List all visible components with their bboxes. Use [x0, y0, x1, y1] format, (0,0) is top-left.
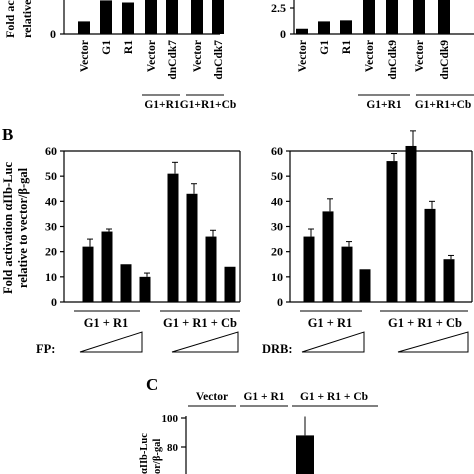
panel-a-right-bar-1: [318, 21, 330, 34]
panel-b-left-ytick-6: 60: [45, 144, 57, 158]
panel-b-left-ytick-4: 40: [45, 194, 57, 208]
panel-c-ytick-80: 80: [167, 442, 179, 454]
panel-a-left-ytick-0: 0: [50, 27, 56, 41]
panel-b-right-bar-0: [303, 236, 315, 302]
panel-a-right-category-label-2: R1: [341, 40, 353, 54]
panel-a-left-bar-4: [166, 0, 178, 34]
panel-b-right-ytick-4: 40: [271, 194, 283, 208]
panel-b-left-bar-5: [186, 193, 198, 302]
panel-label-c: C: [146, 375, 158, 394]
panel-a-right-bar-3: [363, 0, 375, 34]
panel-a-right-bar-4: [386, 0, 398, 34]
panel-a-right-category-label-3: Vector: [364, 40, 376, 72]
panel-b-left-bar-4: [167, 173, 179, 302]
panel-a-left-bar-5: [191, 0, 203, 34]
panel-a-right-category-label-0: Vector: [297, 40, 309, 72]
panel-b-left-bar-1: [101, 231, 113, 302]
panel-a-left-group-label-1: G1+R1: [144, 99, 180, 111]
panel-a-left-group-label-2: G1+R1+Cb: [180, 99, 237, 111]
panel-c-header-1: Vector: [196, 391, 228, 403]
panel-a-left-category-label-4: dnCdk7: [167, 40, 179, 80]
panel-b-right-ytick-5: 50: [271, 169, 283, 183]
panel-a-left-bar-1: [100, 0, 112, 34]
panel-c-bar-0: [296, 435, 314, 474]
panel-a-right-group-label-2: G1+R1+Cb: [415, 99, 472, 111]
panel-a-right-bar-6: [438, 0, 450, 34]
panel-a-left-ylabel-line1: Fold activa: [3, 0, 17, 38]
panel-a-right-category-label-6: dnCdk9: [439, 40, 451, 80]
panel-a-left-category-label-3: Vector: [146, 40, 158, 72]
panel-b-left-ytick-0: 0: [51, 295, 57, 309]
panel-a-right-category-label-1: G1: [319, 40, 331, 55]
panel-b-left-ytick-5: 50: [45, 169, 57, 183]
panel-b-left-bar-2: [120, 264, 132, 302]
panel-b-right-ytick-1: 10: [271, 270, 283, 284]
panel-b-right-bar-2: [341, 246, 353, 302]
panel-b-left-bar-0: [82, 246, 94, 302]
panel-b-left-dose-wedge-2: [171, 331, 239, 353]
panel-b-left-ytick-3: 30: [45, 220, 57, 234]
panel-c-ylabel-line1: αIIb-Luc: [139, 433, 150, 474]
panel-b-right-ytick-0: 0: [277, 295, 283, 309]
panel-b-right-dose-wedge-2: [397, 331, 469, 353]
panel-a-right-group-label-1: G1+R1: [366, 99, 402, 111]
panel-b-ylabel-line2: relative to vector/β-gal: [16, 167, 30, 288]
panel-b-right-dose-wedge-1: [301, 331, 365, 353]
panel-a-right-category-label-4: dnCdk9: [387, 40, 399, 80]
panel-b-left-ytick-2: 20: [45, 245, 57, 259]
panel-b-left-dose-wedge-1: [79, 331, 143, 353]
panel-b-right-bar-4: [386, 161, 398, 302]
panel-b-right-bar-6: [424, 208, 436, 302]
panel-b-left-bar-3: [139, 276, 151, 302]
panel-a-left-category-label-6: dnCdk7: [213, 40, 225, 80]
panel-b-ylabel-line1: Fold activation αIIb-Luc: [1, 162, 15, 294]
panel-c-header-2: G1 + R1: [243, 391, 284, 403]
panel-a-right: 2.5 0 Vector G1 R1 Vector dnCdk9 Vector dnCdk9…: [271, 0, 474, 111]
panel-a-right-ytick-2p5: 2.5: [271, 1, 286, 15]
panel-b-right-bar-3: [359, 269, 371, 302]
panel-c-ylabel-line2: or/β-gal: [152, 439, 163, 474]
panel-a-left-bar-2: [122, 2, 134, 34]
panel-a-left-ylabel-line2: relative: [20, 0, 34, 38]
panel-a-right-bar-5: [413, 0, 425, 34]
panel-b-right-inhibitor-label: DRB:: [262, 342, 293, 356]
panel-a-right-ytick-0: 0: [280, 27, 286, 41]
panel-a-left-category-label-2: R1: [123, 40, 135, 54]
panel-b-right-bar-1: [322, 211, 334, 302]
panel-b-right-ytick-2: 20: [271, 245, 283, 259]
panel-a-left-category-label-5: Vector: [192, 40, 204, 72]
panel-label-b: B: [2, 125, 13, 144]
panel-a-left-bar-3: [145, 0, 157, 34]
panel-b-right-bar-7: [443, 259, 455, 302]
panel-b-left: 0 10 20 30 40 50 60 G1 + R1 G1 + R1 + Cb FP:: [36, 144, 241, 356]
panel-a-right-bar-2: [340, 20, 352, 34]
panel-c-ytick-100: 100: [162, 413, 179, 425]
panel-b-left-group-label-2: G1 + R1 + Cb: [163, 316, 237, 330]
panel-a-left-category-label-1: G1: [101, 40, 113, 55]
panel-b-left-group-label-1: G1 + R1: [84, 316, 129, 330]
panel-a-left: Fold activa relative 0 Vector G1 R1 Vector d…: [3, 0, 236, 111]
panel-b-left-ytick-1: 10: [45, 270, 57, 284]
panel-b-right-ytick-3: 30: [271, 220, 283, 234]
panel-a-left-bar-6: [212, 0, 224, 34]
panel-b-right-bar-5: [405, 145, 417, 302]
panel-c-header-3: G1 + R1 + Cb: [300, 391, 368, 403]
panel-a-right-category-label-5: Vector: [414, 40, 426, 72]
panel-a-left-bar-0: [78, 21, 90, 34]
panel-b-right-group-label-1: G1 + R1: [308, 316, 353, 330]
panel-b-right-group-label-2: G1 + R1 + Cb: [388, 316, 462, 330]
panel-b-left-bar-7: [224, 266, 236, 302]
panel-a-right-bar-0: [296, 28, 308, 34]
panel-b-left-bar-6: [205, 236, 217, 302]
panel-b-right-ytick-6: 60: [271, 144, 283, 158]
panel-a-left-category-label-0: Vector: [79, 40, 91, 72]
panel-b-left-inhibitor-label: FP:: [36, 342, 55, 356]
panel-b-right: 0 10 20 30 40 50 60 G1 + R1 G1 + R1 + Cb DRB:: [262, 130, 473, 356]
